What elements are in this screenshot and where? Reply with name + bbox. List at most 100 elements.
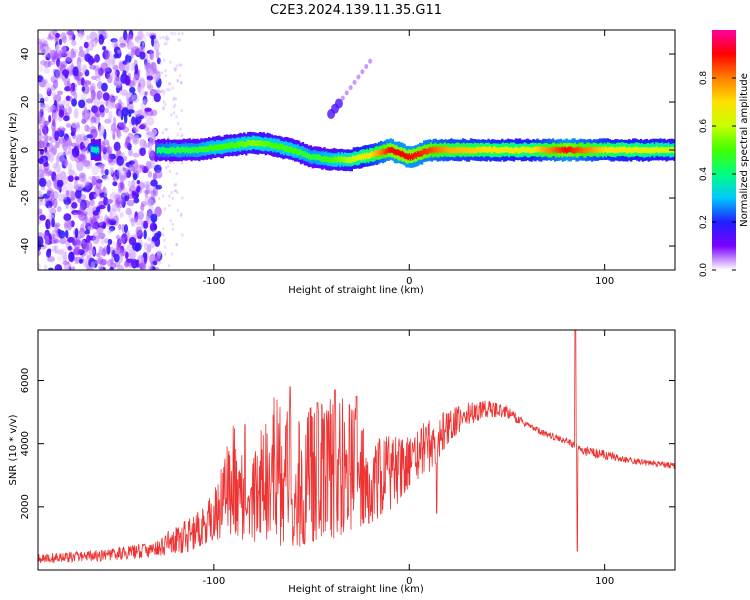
spectrogram-cell [607,147,610,153]
spectrogram-cell [53,99,58,109]
spectrogram-cell [509,147,511,154]
spectrogram-cell [555,146,557,152]
spectrogram-cell [101,175,108,180]
spectrogram-cell [62,260,70,266]
spectrogram-cell [102,92,110,101]
spectrogram-cell [51,229,58,237]
spectrogram-cell [334,155,337,162]
spectrogram-cell [396,149,399,155]
spectrogram-cell [226,143,229,150]
spectrogram-cell [169,219,172,223]
spectrogram-cell [671,146,673,153]
spectrogram-cell [86,234,91,244]
spectrogram-cell [610,147,612,154]
spectrogram-cell [94,76,102,82]
spectrogram-cell [154,206,162,217]
spectrogram-cell [132,159,139,171]
spectrogram-cell [165,42,168,46]
spectrogram-cell [239,140,242,147]
spectrogram-cell [90,146,93,153]
spectrogram-cell [100,62,108,74]
spectrogram-cell [169,60,172,64]
spectrogram-cell [61,140,66,148]
spectrogram-cell [241,141,244,148]
spectrogram-cell [77,30,84,38]
spectrogram-cell [185,146,188,152]
spectrogram-cell [176,133,179,137]
spectrogram-cell [119,212,124,218]
spectrogram-cell [387,147,389,153]
spectrogram-cell [162,100,166,104]
spectrogram-cell [566,147,569,153]
spectrogram-cell [481,146,483,152]
spectrogram-cell [113,253,120,263]
spectrogram-cell [100,259,108,266]
spectrogram-cell [453,147,455,154]
spectrogram-cell [150,179,158,187]
spectrogram-cell [70,190,76,201]
spectrogram-cell [38,157,45,165]
spectrogram-cell [51,171,57,182]
spectrogram-cell [549,147,551,154]
spectrogram-cell [112,131,116,140]
spectrogram-cell [244,141,246,148]
spectrogram-cell [143,180,150,190]
spectrogram-cell [416,150,419,157]
spectrogram-cell [178,38,182,42]
spectrogram-cell [170,113,173,117]
spectrogram-cell [73,248,81,255]
spectrogram-cell [77,153,85,162]
spectrogram-cell [105,145,113,155]
spectrogram-cell [129,181,138,192]
spectrogram-cell [196,147,198,154]
spectrogram-cell [55,192,60,198]
spectrogram-cell [152,172,156,180]
spectrogram-cell [383,149,386,155]
spectrogram-cell [75,149,80,157]
spectrogram-cell [174,97,178,101]
spectrogram-cell [441,146,443,153]
spectrogram-cell [167,37,170,41]
spectrogram-cell [648,147,651,154]
spectrogram-cell [600,146,603,153]
spectrogram-cell [136,185,141,193]
spectrogram-cell [152,260,158,266]
spectrogram-cell [117,132,123,137]
spectrogram-cell [180,81,183,85]
spectrogram-cell [532,147,535,154]
spectrogram-cell [608,146,611,153]
spectrogram-cell [428,147,430,154]
spectrogram-cell [70,48,78,54]
spectrogram-cell [504,146,507,153]
spectrogram-cell [581,147,584,154]
spectrogram-cell [78,45,83,52]
spectrogram-cell [48,30,55,40]
spectrogram-cell [159,184,163,189]
spectrogram-cell [438,146,441,153]
spectrogram-cell [58,38,63,46]
spectrogram-cell [156,250,161,259]
spectrogram-cell [496,147,498,154]
spectrogram-cell [604,146,606,153]
spectrogram-cell [257,140,259,146]
spectrogram-cell [236,141,238,148]
spectrogram-cell [614,147,617,154]
spectrogram-cell [89,64,97,70]
spectrogram-cell [69,83,74,93]
spectrogram-cell [260,140,263,147]
spectrogram-cell [110,55,115,65]
spectrogram-cell [399,150,401,157]
spectrogram-cell [176,146,178,153]
spectrogram-cell [143,242,150,250]
spectrogram-cell [163,147,166,154]
spectrogram-cell [97,147,100,154]
spectrogram-cell [82,258,89,267]
spectrogram-cell [379,150,381,157]
spectrogram-cell [325,156,327,163]
spectrogram-cell [44,197,50,203]
spectrogram-cell [250,140,252,146]
spectrogram-cell [80,238,85,245]
spectrogram-cell [93,147,95,153]
spectrogram-cell [179,147,182,154]
spectrogram-cell [583,147,585,154]
